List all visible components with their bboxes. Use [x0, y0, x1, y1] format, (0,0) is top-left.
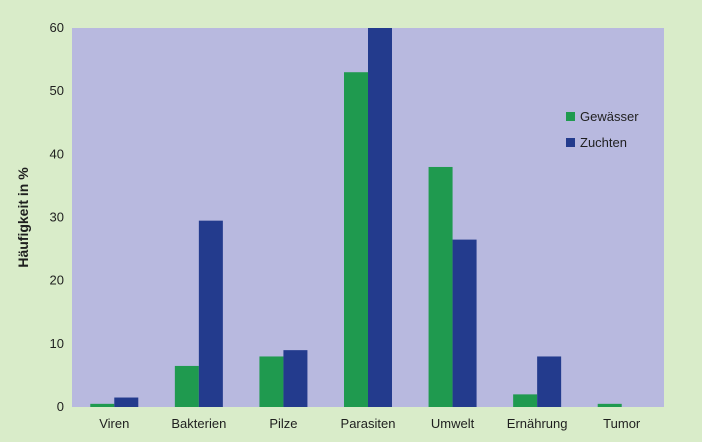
y-tick-label: 40	[50, 146, 64, 161]
legend-swatch-gewaesser	[566, 112, 575, 121]
bar-zuchten-0	[114, 397, 139, 407]
x-category-label: Tumor	[603, 416, 641, 431]
legend: Gewässer Zuchten	[566, 109, 639, 150]
bar-zuchten-2	[283, 350, 308, 407]
bar-gewaesser-5	[513, 394, 538, 407]
y-tick-label: 10	[50, 336, 64, 351]
bar-series	[90, 28, 622, 407]
bar-gewaesser-2	[259, 356, 284, 407]
y-tick-label: 50	[50, 83, 64, 98]
x-category-label: Ernährung	[507, 416, 568, 431]
bar-zuchten-4	[452, 239, 477, 407]
bar-gewaesser-6	[597, 403, 622, 407]
legend-label-gewaesser: Gewässer	[580, 109, 639, 124]
bar-gewaesser-1	[174, 365, 199, 407]
y-axis-ticks: 0 10 20 30 40 50 60	[50, 20, 64, 414]
y-tick-label: 60	[50, 20, 64, 35]
x-category-label: Pilze	[269, 416, 297, 431]
bar-zuchten-3	[368, 28, 392, 407]
y-tick-label: 0	[57, 399, 64, 414]
y-tick-label: 30	[50, 210, 64, 225]
x-category-label: Umwelt	[431, 416, 475, 431]
bar-gewaesser-3	[344, 72, 368, 407]
legend-label-zuchten: Zuchten	[580, 135, 627, 150]
bar-zuchten-1	[198, 220, 223, 407]
bar-gewaesser-0	[90, 403, 115, 407]
x-category-label: Bakterien	[171, 416, 226, 431]
bar-gewaesser-4	[428, 166, 453, 407]
y-axis-label: Häufigkeit in %	[15, 167, 31, 268]
x-category-label: Viren	[99, 416, 129, 431]
x-axis-categories: Viren Bakterien Pilze Parasiten Umwelt Ernähr…	[99, 416, 641, 431]
y-tick-label: 20	[50, 273, 64, 288]
legend-swatch-zuchten	[566, 138, 575, 147]
x-category-label: Parasiten	[341, 416, 396, 431]
bar-zuchten-5	[537, 356, 562, 407]
